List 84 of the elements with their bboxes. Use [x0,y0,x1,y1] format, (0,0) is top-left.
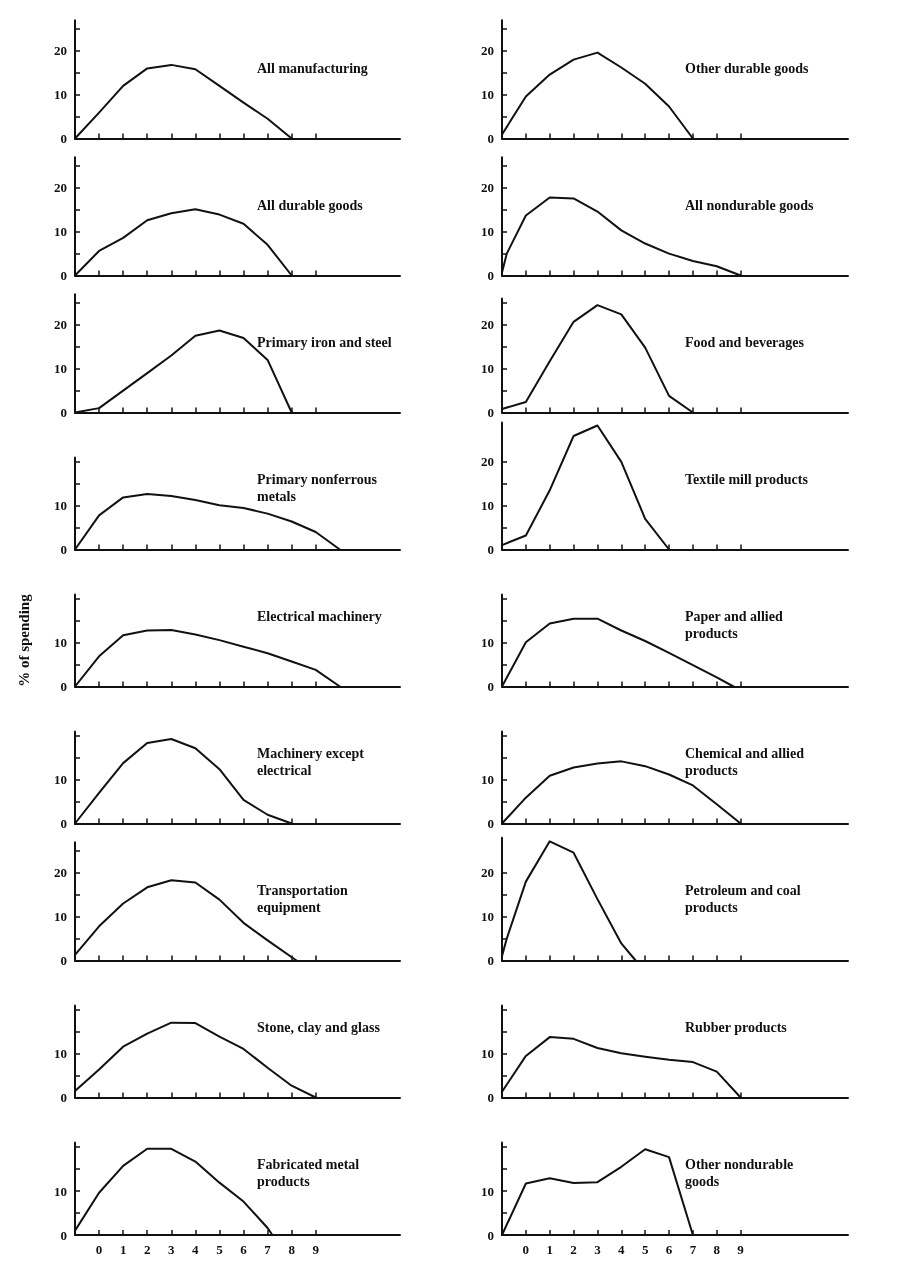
text: Electrical machinery [257,609,382,625]
text: Paper and allied products [685,609,787,642]
y-tick-label: 20 [54,317,67,333]
y-tick-label: 10 [481,1183,494,1199]
y-tick-label: 20 [54,180,67,196]
y-tick-label: 0 [487,816,494,831]
y-tick-label: 0 [60,679,67,694]
text: Textile mill products [685,472,809,488]
y-tick-label: 0 [487,679,494,694]
x-tick-label: 7 [689,1242,697,1257]
y-tick-label: 10 [54,498,67,514]
y-tick-label: 20 [481,865,494,881]
y-tick-label: 10 [481,635,494,651]
y-tick-label: 0 [60,131,67,146]
y-tick-label: 20 [481,180,494,196]
x-tick-label: 3 [168,1242,176,1257]
y-tick-label: 10 [54,1183,67,1199]
y-tick-label: 0 [60,1090,67,1105]
y-tick-label: 0 [60,953,67,968]
text: All manufacturing [257,61,368,77]
y-tick-label: 0 [60,1227,67,1243]
y-tick-label: 0 [487,1090,494,1105]
text: Other nondurable goods [685,1157,797,1190]
y-tick-label: 10 [481,361,494,377]
x-tick-label: 1 [119,1242,127,1257]
x-tick-label: 9 [737,1242,745,1257]
text: Stone, clay and glass [257,1020,381,1036]
text: Petroleum and coal products [685,883,805,916]
x-tick-label: 8 [288,1242,296,1257]
y-tick-label: 10 [54,361,67,377]
y-tick-label: 10 [481,772,494,788]
x-tick-label: 8 [713,1242,721,1257]
text: Food and beverages [685,335,805,351]
y-tick-label: 10 [481,498,494,514]
x-tick-label: 6 [240,1242,248,1257]
y-tick-label: 0 [487,542,494,557]
y-tick-label: 0 [60,268,67,283]
y-tick-label: 10 [54,909,67,925]
y-tick-label: 20 [481,43,494,59]
y-tick-label: 10 [54,635,67,651]
text: Chemical and allied products [685,746,808,779]
x-tick-label: 4 [618,1242,626,1257]
x-tick-label: 5 [216,1242,224,1257]
x-tick-label: 6 [665,1242,673,1257]
y-tick-label: 20 [481,454,494,470]
x-tick-label: 4 [192,1242,200,1257]
x-tick-label: 0 [522,1242,530,1257]
x-tick-label: 9 [312,1242,320,1257]
text: All durable goods [257,198,364,214]
x-tick-label: 7 [264,1242,272,1257]
y-tick-label: 0 [60,405,67,420]
x-tick-label: 5 [641,1242,649,1257]
y-tick-label: 10 [54,87,67,103]
text: Other durable goods [685,61,809,77]
text: Fabricated metal products [257,1157,363,1190]
text: Primary nonferrous metals [257,472,381,505]
text: All nondurable goods [685,198,814,214]
y-tick-label: 10 [481,224,494,240]
text: Rubber products [685,1020,788,1036]
x-tick-label: 2 [570,1242,577,1257]
y-tick-label: 10 [481,87,494,103]
y-axis-title: % of spending [15,593,32,687]
y-tick-label: 10 [481,1046,494,1062]
text: Primary iron and steel [257,335,392,351]
y-tick-label: 20 [481,317,494,333]
x-tick-label: 2 [143,1242,151,1257]
x-tick-label: 1 [546,1242,553,1257]
x-tick-label: 3 [594,1242,602,1257]
y-tick-label: 0 [487,953,494,968]
y-tick-label: 0 [60,542,67,557]
y-tick-label: 10 [54,772,67,788]
y-tick-label: 10 [481,909,494,925]
y-tick-label: 20 [54,865,67,881]
y-tick-label: 10 [54,224,67,240]
text: Transportation equipment [257,883,352,916]
y-tick-label: 10 [54,1046,67,1062]
x-tick-label: 0 [95,1242,103,1257]
y-tick-label: 0 [487,1227,494,1243]
y-tick-label: 0 [487,131,494,146]
y-tick-label: 0 [487,405,494,420]
y-tick-label: 0 [487,268,494,283]
y-tick-label: 0 [60,816,67,831]
y-tick-label: 20 [54,43,67,59]
text: Machinery except electrical [257,746,368,779]
